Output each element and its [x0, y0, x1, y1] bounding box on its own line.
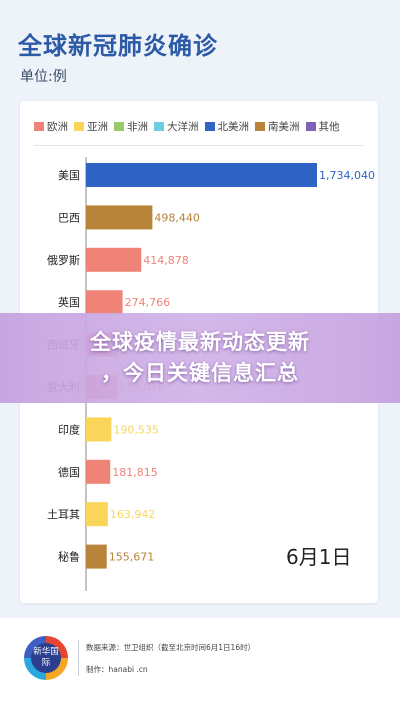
legend-divider	[34, 145, 364, 146]
value-label: 274,766	[125, 296, 171, 309]
legend-swatch	[34, 122, 44, 131]
legend-label: 亚洲	[87, 121, 108, 133]
legend: 欧洲 亚洲 非洲 大洋洲 北美洲 南美洲 其他	[34, 119, 374, 134]
category-label: 德国	[58, 465, 80, 479]
category-label: 英国	[58, 295, 80, 309]
chart-title: 全球新冠肺炎确诊	[18, 32, 218, 60]
legend-label: 南美洲	[268, 121, 300, 133]
legend-item-south-america: 南美洲	[255, 119, 300, 134]
legend-swatch	[255, 122, 265, 131]
date-label: 6月1日	[286, 545, 352, 569]
value-label: 190,535	[113, 423, 159, 436]
bar	[86, 247, 142, 272]
value-label: 155,671	[109, 551, 155, 564]
value-label: 181,815	[112, 466, 158, 479]
legend-item-north-america: 北美洲	[204, 119, 250, 134]
legend-item-oceania: 大洋洲	[154, 119, 199, 134]
legend-swatch	[305, 122, 316, 131]
category-label: 土耳其	[47, 508, 80, 521]
category-label: 秘鲁	[58, 550, 80, 564]
legend-label: 欧洲	[47, 121, 68, 133]
bar	[86, 205, 153, 230]
legend-item-europe: 欧洲	[34, 119, 68, 134]
data-source: 数据来源：世卫组织（截至北京时间6月1日16时）	[86, 643, 256, 652]
legend-swatch	[204, 122, 215, 131]
value-label: 163,942	[110, 508, 156, 521]
value-label: 1,734,040	[319, 169, 375, 182]
headline-banner: 全球疫情最新动态更新 ，今日关键信息汇总	[0, 313, 400, 403]
legend-swatch	[114, 122, 124, 131]
category-label: 美国	[58, 169, 80, 182]
bar	[86, 502, 108, 527]
legend-label: 大洋洲	[167, 121, 199, 133]
value-label: 498,440	[154, 211, 200, 224]
logo-text: 新华国际	[31, 643, 61, 673]
xinhua-logo-icon: 新华国际	[24, 636, 68, 680]
legend-label: 其他	[318, 121, 340, 133]
bar	[86, 459, 111, 484]
legend-item-asia: 亚洲	[74, 119, 108, 134]
unit-label: 单位:例	[20, 69, 67, 85]
bar	[86, 163, 317, 187]
footer: 新华国际 数据来源：世卫组织（截至北京时间6月1日16时） 制作：hanabi …	[0, 618, 400, 710]
category-label: 俄罗斯	[47, 254, 80, 267]
headline-line-2: ，今日关键信息汇总	[101, 361, 299, 385]
bar	[86, 290, 123, 315]
headline-line-1: 全球疫情最新动态更新	[90, 330, 310, 354]
legend-item-other: 其他	[305, 119, 340, 134]
legend-label: 非洲	[127, 121, 148, 133]
bar	[86, 544, 107, 569]
category-label: 印度	[58, 422, 80, 436]
legend-swatch	[154, 122, 164, 131]
value-label: 414,878	[143, 254, 189, 267]
maker-credit: 制作：hanabi .cn	[86, 665, 148, 674]
legend-label: 北美洲	[217, 121, 250, 133]
legend-item-africa: 非洲	[114, 119, 148, 134]
footer-divider	[78, 640, 79, 676]
category-label: 巴西	[58, 211, 80, 224]
legend-swatch	[74, 122, 84, 131]
bar	[86, 417, 112, 442]
